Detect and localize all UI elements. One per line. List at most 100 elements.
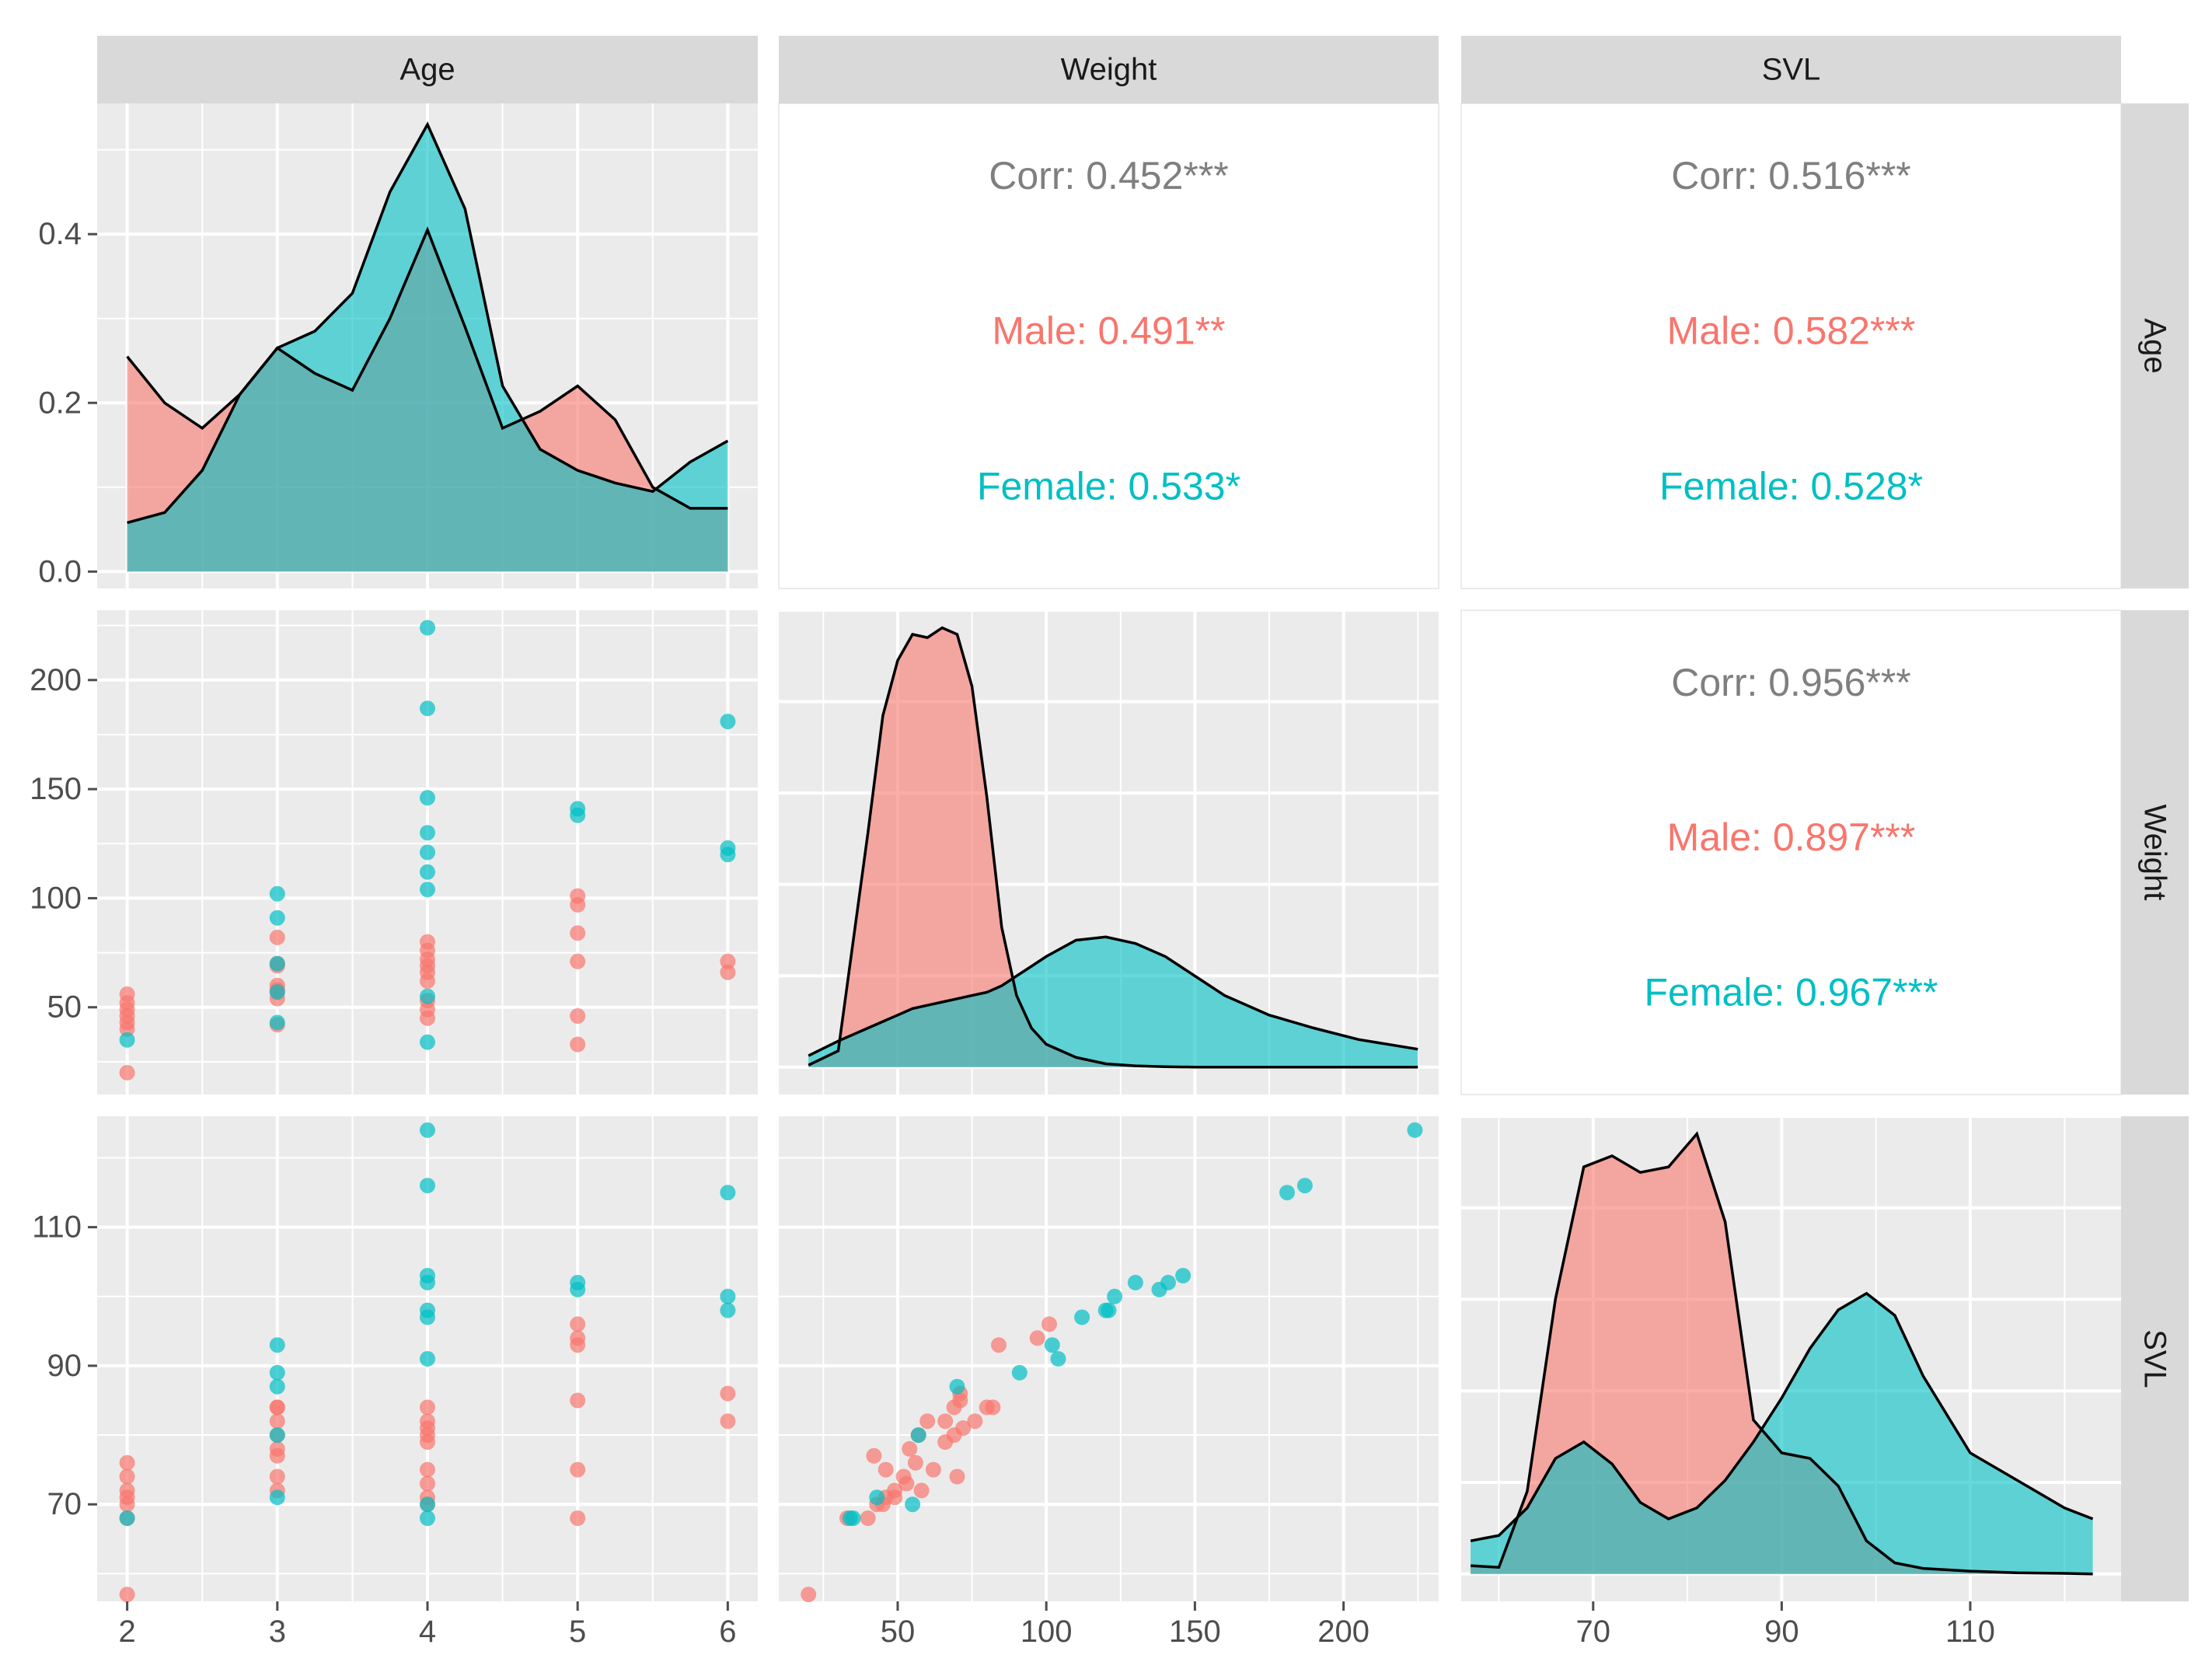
density-area-female	[808, 937, 1418, 1067]
point-female	[420, 844, 435, 861]
y-tick-label: 110	[32, 1210, 82, 1245]
panel-weight-weight	[779, 609, 1439, 1095]
point-female	[420, 1351, 435, 1367]
strip-right-label: Age	[2138, 318, 2172, 373]
panel-svl-age	[97, 1116, 758, 1603]
strip-right-svl: SVL	[2121, 1116, 2189, 1601]
panel-weight-svl: Corr: 0.956*** Male: 0.897*** Female: 0.96…	[1460, 609, 2122, 1095]
point-male	[907, 1454, 923, 1471]
x-tick-label: 5	[569, 1615, 586, 1649]
point-female	[869, 1489, 885, 1506]
point-male	[570, 1036, 586, 1053]
strip-top-label: Weight	[1061, 53, 1157, 87]
point-female	[420, 700, 435, 717]
point-male	[119, 1064, 135, 1081]
point-female	[420, 1510, 435, 1526]
point-male	[119, 1454, 135, 1471]
x-tick-label: 2	[119, 1615, 136, 1649]
y-tick-label: 0.2	[38, 386, 82, 420]
panel-svl-weight	[779, 1116, 1439, 1603]
density-area-male	[1471, 1133, 2093, 1574]
y-tick-label: 200	[30, 663, 82, 697]
point-male	[570, 1008, 586, 1024]
strip-right-label: SVL	[2138, 1329, 2172, 1388]
point-female	[1151, 1281, 1167, 1297]
point-male	[269, 1468, 285, 1485]
point-female	[1175, 1268, 1191, 1283]
point-male	[119, 1468, 135, 1485]
point-male	[570, 1510, 586, 1526]
density-line-male	[808, 626, 1418, 1069]
point-male	[420, 1461, 435, 1478]
point-male	[902, 1440, 918, 1457]
panel-background	[779, 1116, 1439, 1601]
point-female	[269, 1427, 285, 1444]
point-female	[119, 1510, 135, 1526]
point-male	[570, 1392, 586, 1409]
y-tick-label: 50	[47, 990, 82, 1025]
point-female	[1011, 1364, 1027, 1381]
point-female	[420, 1178, 435, 1194]
point-male	[119, 1496, 135, 1513]
density-line-male	[126, 226, 728, 510]
x-tick-label: 3	[269, 1615, 286, 1649]
x-tick-label: 200	[1317, 1615, 1369, 1649]
point-female	[420, 620, 435, 636]
point-male	[269, 1399, 285, 1416]
point-female	[570, 807, 586, 823]
strip-top-weight: Weight	[779, 36, 1439, 103]
point-female	[269, 1014, 285, 1031]
point-female	[420, 1034, 435, 1050]
point-male	[269, 1447, 285, 1464]
point-female	[1097, 1302, 1114, 1318]
point-female	[420, 1309, 435, 1325]
point-male	[866, 1447, 882, 1464]
point-male	[570, 953, 586, 969]
point-female	[1407, 1122, 1423, 1138]
point-male	[979, 1399, 995, 1416]
corr-female-label: Female: 0.528*	[1659, 464, 1923, 508]
point-male	[949, 1468, 965, 1485]
strip-top-age: Age	[97, 36, 758, 103]
density-area-female	[127, 124, 728, 572]
point-male	[720, 964, 736, 980]
point-female	[420, 1122, 435, 1138]
point-female	[420, 1274, 435, 1290]
density-line-female	[127, 121, 729, 525]
x-tick-label: 110	[1945, 1615, 1995, 1649]
y-tick-label: 150	[30, 772, 82, 806]
point-female	[1296, 1178, 1313, 1194]
point-male	[420, 1434, 435, 1450]
point-male	[720, 1413, 736, 1430]
strip-right-bg	[2121, 1116, 2189, 1601]
point-male	[420, 1475, 435, 1492]
corr-female-label: Female: 0.533*	[977, 464, 1240, 508]
panel-age-svl: Corr: 0.516*** Male: 0.582*** Female: 0.52…	[1460, 103, 2122, 589]
strip-right-bg	[2121, 610, 2189, 1095]
strip-top-bg	[779, 36, 1439, 103]
point-female	[269, 955, 285, 972]
density-area-female	[1471, 1293, 2093, 1574]
strip-right-age: Age	[2121, 103, 2189, 588]
point-male	[119, 1021, 135, 1037]
y-tick-label: 0.4	[38, 217, 82, 251]
strip-top-label: Age	[399, 53, 455, 87]
point-female	[420, 864, 435, 880]
point-male	[720, 953, 736, 969]
point-female	[720, 714, 736, 730]
ticks-layer: 2 3 4 5 6 50 100 150 200 70 90 110 0.0 0.2 0.4 50 100 150…	[30, 217, 1995, 1649]
point-male	[570, 1461, 586, 1478]
point-female	[720, 847, 736, 863]
point-male	[119, 1587, 135, 1603]
density-line-female	[1470, 1291, 2094, 1542]
point-female	[269, 885, 285, 902]
point-female	[269, 1378, 285, 1395]
corr-male-label: Male: 0.491**	[992, 309, 1225, 353]
panels-layer: Corr: 0.452*** Male: 0.491** Female: 0.533…	[97, 103, 2122, 1603]
y-tick-label: 90	[47, 1349, 82, 1383]
point-male	[1029, 1330, 1045, 1346]
density-line-male	[1470, 1131, 2093, 1576]
x-tick-label: 4	[419, 1615, 436, 1649]
strip-top-svl: SVL	[1461, 36, 2121, 103]
corr-total-label: Corr: 0.452***	[989, 154, 1229, 197]
